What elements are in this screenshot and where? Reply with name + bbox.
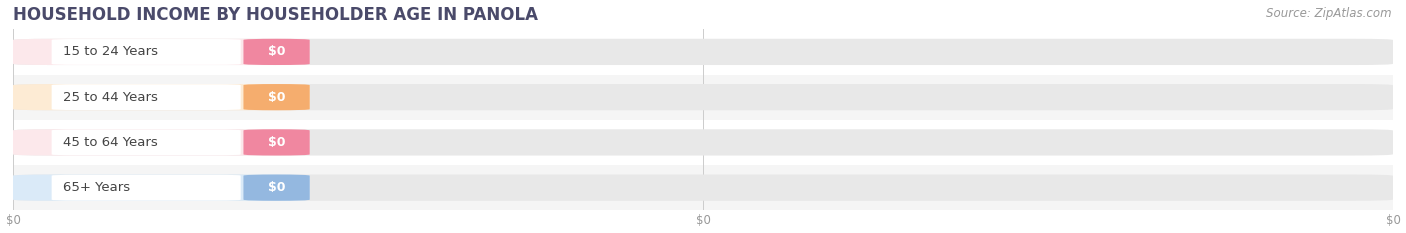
Bar [13,120,1393,165]
Bar [13,165,1393,210]
FancyBboxPatch shape [52,130,240,155]
FancyBboxPatch shape [243,39,309,65]
FancyBboxPatch shape [13,175,1393,201]
FancyBboxPatch shape [243,175,309,201]
FancyBboxPatch shape [13,84,1393,110]
Text: $0: $0 [267,136,285,149]
Text: Source: ZipAtlas.com: Source: ZipAtlas.com [1267,7,1392,20]
Text: 65+ Years: 65+ Years [63,181,129,194]
FancyBboxPatch shape [52,175,240,201]
Text: $0: $0 [267,45,285,58]
Text: $0: $0 [267,181,285,194]
Text: 25 to 44 Years: 25 to 44 Years [63,91,157,104]
Text: 45 to 64 Years: 45 to 64 Years [63,136,157,149]
FancyBboxPatch shape [13,39,309,65]
FancyBboxPatch shape [13,39,1393,65]
FancyBboxPatch shape [13,175,309,201]
FancyBboxPatch shape [243,129,309,155]
FancyBboxPatch shape [243,84,309,110]
Bar [13,75,1393,120]
FancyBboxPatch shape [13,129,309,155]
FancyBboxPatch shape [52,39,240,65]
Text: 15 to 24 Years: 15 to 24 Years [63,45,157,58]
Text: $0: $0 [267,91,285,104]
FancyBboxPatch shape [13,84,309,110]
FancyBboxPatch shape [13,129,1393,155]
Bar [13,29,1393,75]
Text: HOUSEHOLD INCOME BY HOUSEHOLDER AGE IN PANOLA: HOUSEHOLD INCOME BY HOUSEHOLDER AGE IN P… [13,6,538,24]
FancyBboxPatch shape [52,84,240,110]
